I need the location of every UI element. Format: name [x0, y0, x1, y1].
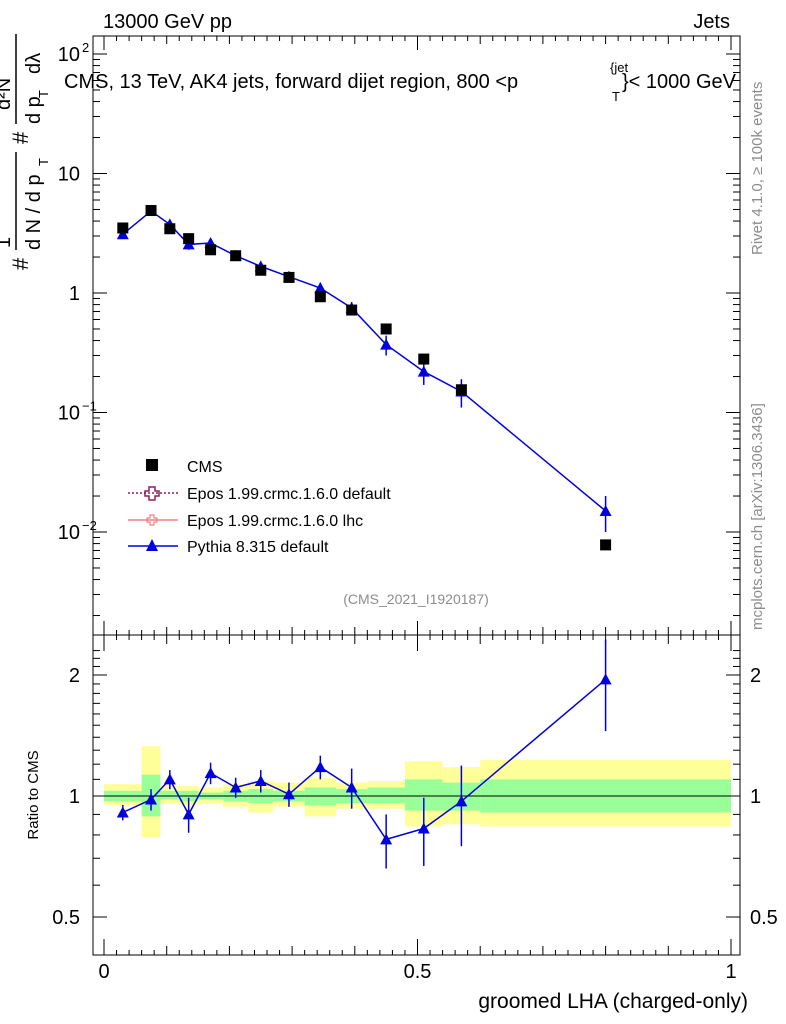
ratio-band-green [367, 787, 405, 804]
pythia-point [380, 338, 393, 350]
ratio-pythia-point [229, 781, 242, 793]
y-tick-label-exponent: −1 [82, 399, 97, 414]
cms-point [283, 271, 295, 283]
ratio-y-axis-label: Ratio to CMS [25, 750, 42, 839]
cms-point [183, 233, 195, 245]
legend-marker-epos-default [144, 486, 160, 501]
main-x-ticks [103, 36, 732, 635]
legend-marker-cms [146, 459, 158, 471]
main-y-ticks [93, 53, 740, 617]
legend-label-cms: CMS [187, 459, 223, 476]
ratio-panel: 0.5 0.51 12 2 0 0.5 1 Ratio to CMS groomed LH… [25, 634, 778, 1013]
ratio-pythia-point [455, 795, 468, 807]
ratio-frame [92, 634, 741, 956]
ratio-pythia-point [345, 781, 358, 793]
svg-text:1: 1 [0, 237, 15, 248]
beam-energy-label: 13000 GeV pp [103, 11, 232, 33]
svg-text:T: T [36, 90, 51, 98]
ratio-series [116, 639, 612, 869]
svg-text:dλ: dλ [23, 53, 45, 74]
ratio-y-tick-label: 1 [69, 786, 80, 808]
ratio-pythia-point [145, 793, 158, 805]
ratio-y-tick-label: 2 [69, 665, 80, 687]
ratio-x-ticks [103, 635, 732, 955]
y-tick-label: 10 [58, 164, 80, 186]
ratio-uncertainty-bands [104, 746, 731, 838]
y-tick-label: 10 [58, 403, 80, 425]
y-tick-label: 1 [69, 283, 80, 305]
ratio-y-tick-labels: 0.5 0.5 1 1 2 2 [52, 665, 778, 929]
ratio-y-tick-label-right: 0.5 [750, 907, 778, 929]
pythia-point [314, 282, 327, 294]
ratio-y-tick-label-right: 1 [750, 786, 761, 808]
x-axis-label: groomed LHA (charged-only) [478, 990, 748, 1013]
y-tick-label: 10 [58, 44, 80, 66]
ratio-pythia-point [204, 767, 217, 779]
cms-point [380, 323, 392, 335]
legend-marker-pythia [146, 539, 158, 551]
legend-marker-epos-lhc [146, 514, 158, 526]
svg-text:#: # [8, 131, 33, 144]
ratio-pythia-point [599, 673, 612, 685]
ratio-pythia-point [380, 833, 393, 845]
svg-text:#: # [8, 257, 33, 270]
ratio-pythia-point [116, 806, 129, 818]
svg-text:d N / d p: d N / d p [23, 174, 45, 250]
plot-title: CMS, 13 TeV, AK4 jets, forward dijet reg… [64, 71, 518, 93]
pythia-point [417, 365, 430, 377]
cms-point [600, 539, 612, 551]
main-series [122, 209, 607, 532]
y-tick-label-exponent: 2 [82, 40, 89, 55]
mcplots-credit-label: mcplots.cern.ch [arXiv:1306.3436] [749, 403, 766, 630]
legend-label-epos-lhc: Epos 1.99.crmc.1.6.0 lhc [187, 513, 363, 530]
ratio-pythia-point [163, 773, 176, 785]
cms-point [117, 222, 129, 234]
pythia-point [599, 504, 612, 516]
cms-point [145, 205, 157, 217]
svg-text:d²N: d²N [0, 78, 15, 110]
ratio-y-tick-label: 0.5 [52, 907, 80, 929]
ratio-pythia-point [254, 774, 267, 786]
legend-label-pythia: Pythia 8.315 default [187, 539, 329, 556]
ratio-y-ticks [93, 650, 740, 918]
cms-point [230, 250, 242, 262]
pythia-point [116, 228, 129, 240]
svg-text:T: T [36, 158, 51, 166]
ratio-band-green [160, 790, 180, 800]
cms-point [455, 384, 467, 396]
main-data-points [116, 205, 612, 551]
cms-point [314, 291, 326, 303]
analysis-group-label: Jets [693, 11, 730, 33]
legend: CMS Epos 1.99.crmc.1.6.0 default Epos 1.… [128, 459, 391, 556]
ratio-x-tick-labels: 0 0.5 1 [98, 961, 736, 983]
ratio-pythia-point [182, 808, 195, 820]
ratio-y-tick-label-right: 2 [750, 665, 761, 687]
svg-text:d p: d p [23, 96, 45, 124]
y-tick-label: 10 [58, 522, 80, 544]
ratio-pythia-point [314, 761, 327, 773]
x-tick-label: 1 [725, 961, 736, 983]
x-tick-label: 0.5 [404, 961, 432, 983]
y-tick-label-exponent: −2 [82, 518, 97, 533]
rivet-version-label: Rivet 4.1.0, ≥ 100k events [749, 82, 766, 255]
plot-title-superscript: {jet [610, 60, 628, 75]
main-y-axis-label: # 1 d N / d p T # d²N d p T dλ [0, 34, 51, 270]
ratio-pythia-point [282, 788, 295, 800]
plot-title-subscript: T [612, 89, 620, 104]
legend-label-epos-default: Epos 1.99.crmc.1.6.0 default [187, 486, 391, 503]
ratio-pythia-line [122, 678, 607, 841]
analysis-watermark: (CMS_2021_I1920187) [343, 591, 489, 607]
ratio-pythia-point [417, 822, 430, 834]
cms-point [418, 353, 430, 365]
cms-point [205, 244, 217, 256]
cms-point [255, 264, 267, 276]
cms-point [164, 223, 176, 235]
cms-point [346, 304, 358, 316]
x-tick-label: 0 [98, 961, 109, 983]
plot-title-tail: }< 1000 GeV [622, 71, 737, 93]
